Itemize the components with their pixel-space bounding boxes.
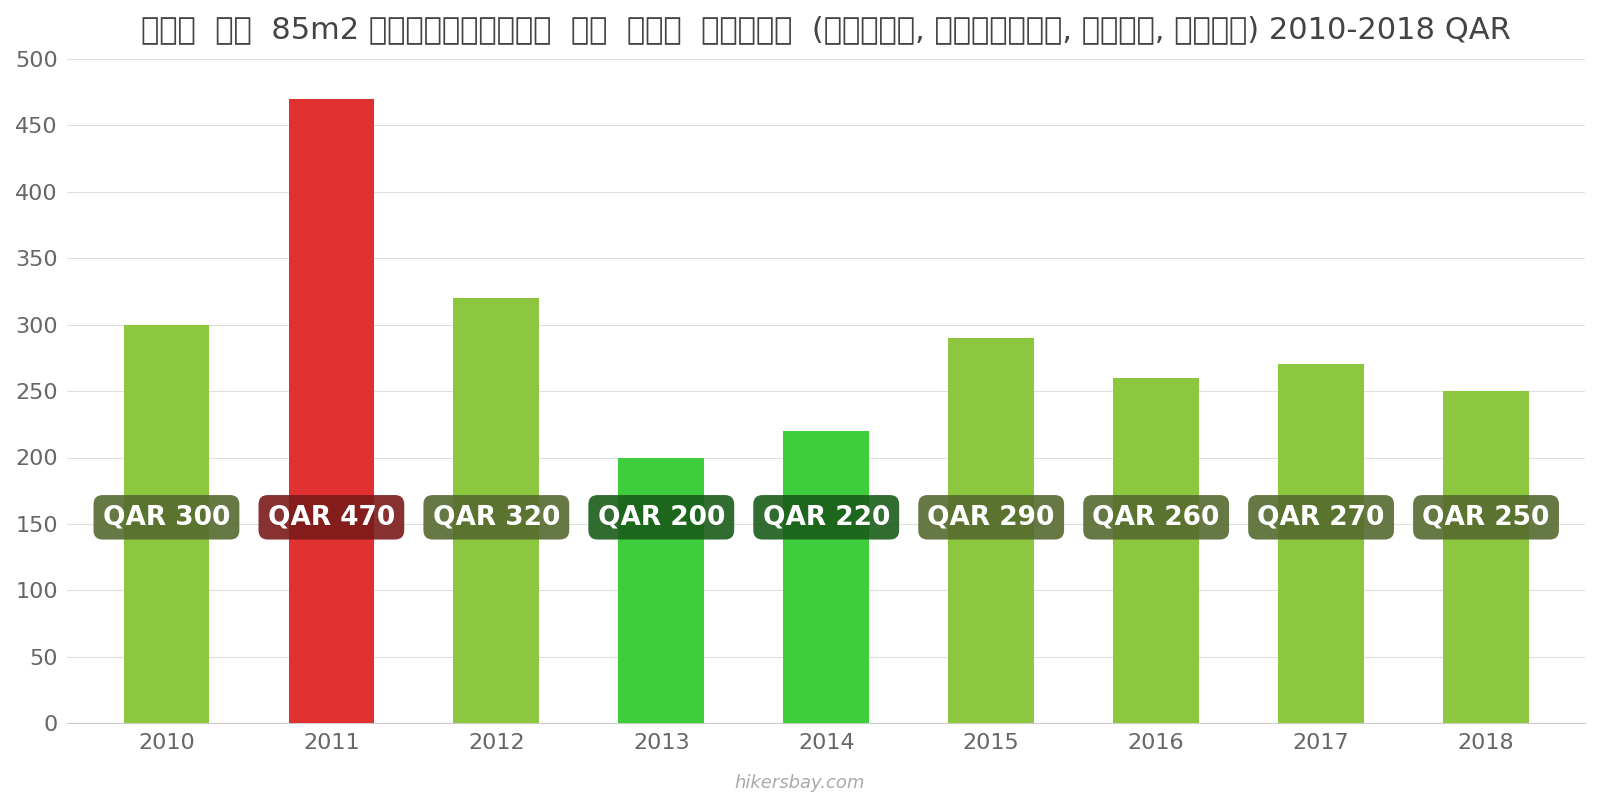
Text: QAR 270: QAR 270 (1258, 504, 1384, 530)
Text: QAR 250: QAR 250 (1422, 504, 1550, 530)
Text: QAR 200: QAR 200 (597, 504, 725, 530)
Text: QAR 320: QAR 320 (432, 504, 560, 530)
Bar (949, 338, 1034, 723)
Bar (288, 98, 374, 723)
Bar (123, 325, 210, 723)
Bar (1443, 391, 1530, 723)
Bar (619, 458, 704, 723)
Bar (1278, 365, 1363, 723)
Text: QAR 220: QAR 220 (763, 504, 890, 530)
Text: QAR 260: QAR 260 (1093, 504, 1219, 530)
Text: QAR 470: QAR 470 (267, 504, 395, 530)
Bar (1114, 378, 1198, 723)
Text: hikersbay.com: hikersbay.com (734, 774, 866, 792)
Bar (453, 298, 539, 723)
Bar (784, 431, 869, 723)
Title: कतर  एक  85m2 अपार्टमेंट  के  लिए  शुल्क  (बिजली, हींटिंग, पानी, कचरा) 2010-2018: कतर एक 85m2 अपार्टमेंट के लिए शुल्क (बिज… (141, 15, 1510, 44)
Text: QAR 300: QAR 300 (102, 504, 230, 530)
Text: QAR 290: QAR 290 (928, 504, 1054, 530)
